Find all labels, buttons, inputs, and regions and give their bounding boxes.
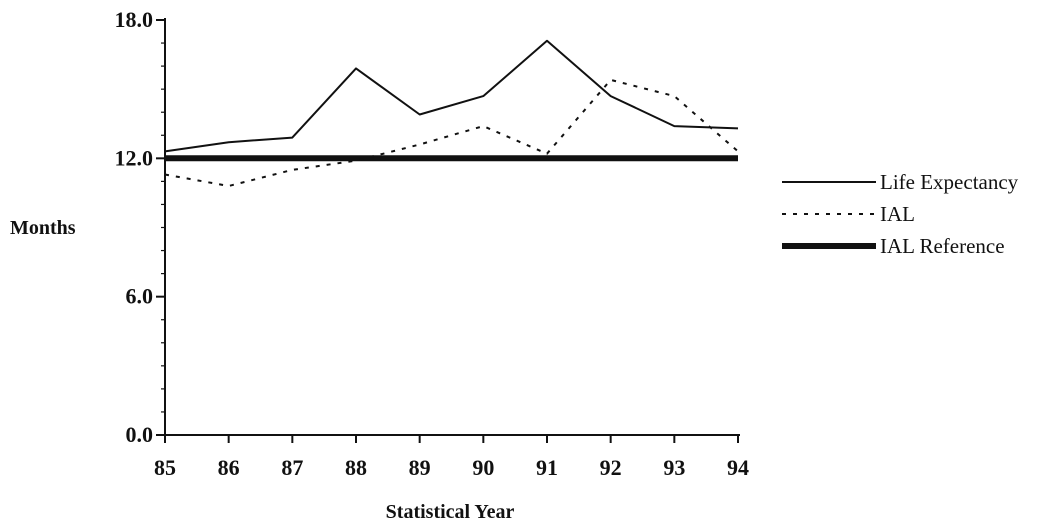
legend: Life Expectancy IAL IAL Reference xyxy=(782,170,1019,258)
x-axis-title: Statistical Year xyxy=(386,501,515,523)
x-tick-label: 87 xyxy=(281,455,303,480)
x-tick-label: 91 xyxy=(536,455,558,480)
legend-label: IAL Reference xyxy=(880,234,1005,258)
x-tick-label: 86 xyxy=(218,455,240,480)
series-line-ial xyxy=(164,78,739,187)
legend-label: Life Expectancy xyxy=(880,170,1019,194)
x-tick-label: 90 xyxy=(472,455,494,480)
x-tick-label: 94 xyxy=(727,455,749,480)
y-tick-label: 12.0 xyxy=(115,145,154,170)
y-tick-label: 0.0 xyxy=(126,422,154,447)
x-tick-label: 92 xyxy=(600,455,622,480)
y-tick-label: 6.0 xyxy=(126,284,154,309)
series-layer xyxy=(164,39,739,187)
x-tick-label: 85 xyxy=(154,455,176,480)
y-axis-title: Months xyxy=(10,217,76,239)
x-tick-label: 89 xyxy=(409,455,431,480)
x-tick-label: 93 xyxy=(663,455,685,480)
axes xyxy=(156,18,740,443)
tick-labels: 0.0 6.0 12.0 18.0 85 86 87 88 89 90 91 92 93 94 xyxy=(115,7,750,480)
series-line-life-expectancy xyxy=(164,39,739,153)
legend-label: IAL xyxy=(880,202,915,226)
y-tick-label: 18.0 xyxy=(115,7,154,32)
x-tick-label: 88 xyxy=(345,455,367,480)
